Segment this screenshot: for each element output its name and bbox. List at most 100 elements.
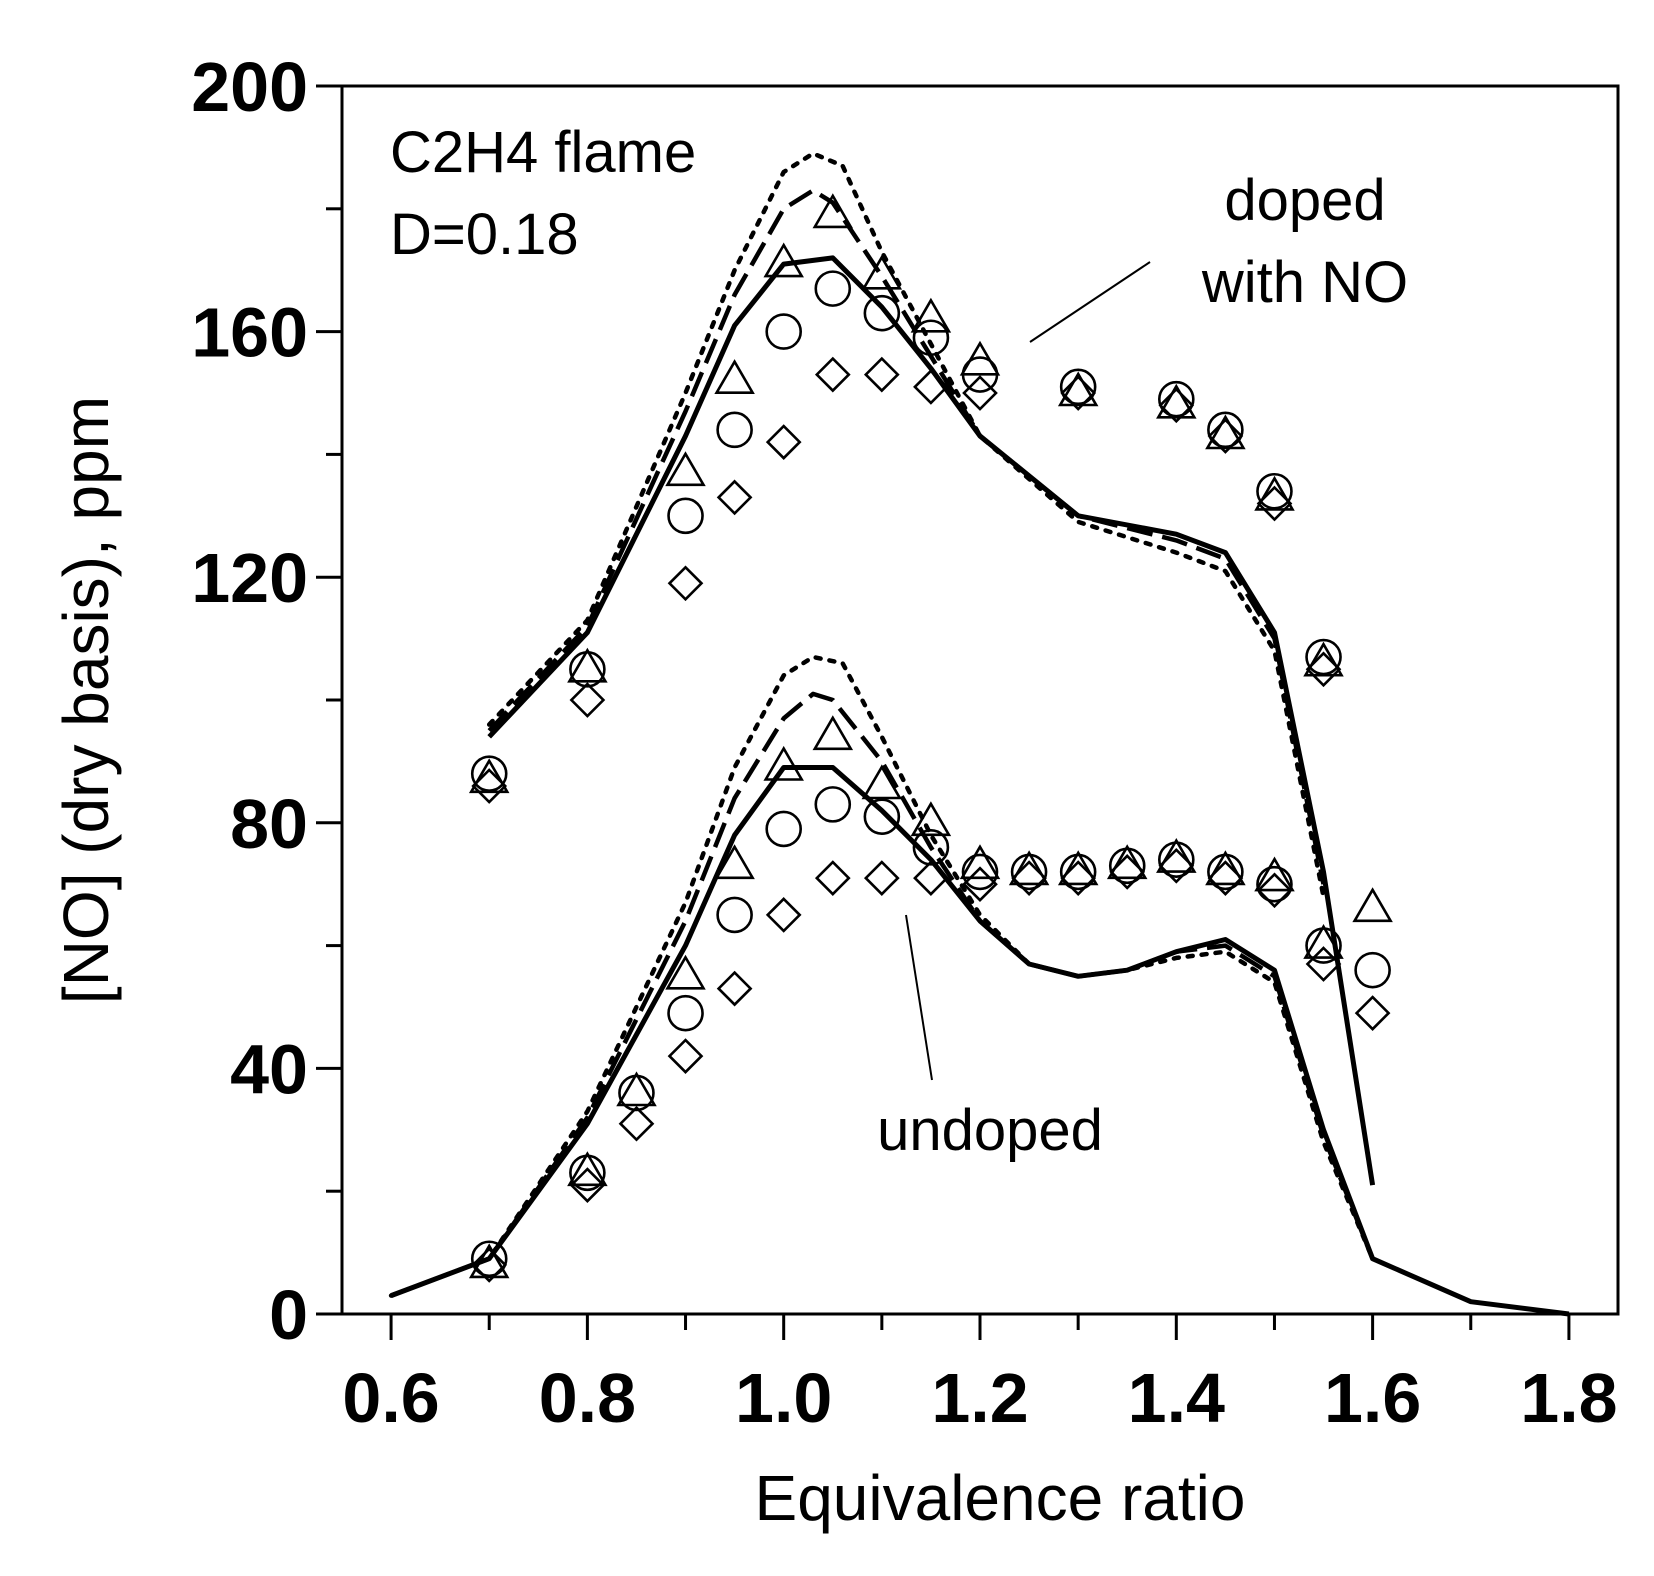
annotation-flame-label-line2: D=0.18 bbox=[390, 202, 579, 267]
data-point-undoped-triangle bbox=[1303, 924, 1344, 959]
data-point-doped-diamond bbox=[471, 768, 508, 804]
data-point-undoped-diamond bbox=[962, 866, 998, 903]
data-point-undoped-circle bbox=[1305, 927, 1342, 964]
data-point-undoped-diamond bbox=[1354, 995, 1391, 1031]
data-point-doped-diamond bbox=[1207, 418, 1244, 454]
data-point-doped-diamond bbox=[863, 356, 900, 393]
data-point-doped-circle bbox=[1158, 380, 1195, 418]
data-point-undoped-circle bbox=[618, 1074, 655, 1112]
data-point-undoped-diamond bbox=[471, 1247, 508, 1283]
data-point-undoped-triangle bbox=[1352, 887, 1393, 923]
annotation-doped-line1: doped bbox=[1224, 168, 1385, 233]
data-point-undoped-circle bbox=[1256, 865, 1293, 903]
model-curve-doped-solid bbox=[487, 255, 1376, 1186]
x-tick-label: 1.8 bbox=[1520, 1359, 1617, 1437]
annotation-undoped-leader-line bbox=[905, 914, 933, 1081]
data-point-undoped-triangle bbox=[1008, 850, 1050, 886]
data-point-undoped-triangle bbox=[665, 954, 706, 990]
data-point-doped-diamond bbox=[1305, 651, 1342, 688]
data-point-doped-circle bbox=[470, 755, 508, 792]
data-point-doped-circle bbox=[765, 313, 802, 350]
data-point-doped-circle bbox=[1207, 411, 1244, 449]
y-tick-label: 80 bbox=[230, 785, 308, 863]
data-point-undoped-triangle bbox=[910, 801, 952, 837]
data-point-doped-diamond bbox=[1158, 387, 1195, 424]
model-curve-doped-dashed bbox=[487, 188, 1326, 885]
data-point-undoped-diamond bbox=[1305, 946, 1342, 982]
data-point-undoped-circle bbox=[765, 810, 802, 848]
y-tick-label: 0 bbox=[269, 1276, 308, 1354]
data-point-undoped-circle bbox=[961, 853, 999, 891]
data-point-doped-circle bbox=[961, 356, 999, 393]
data-point-undoped-diamond bbox=[618, 1105, 655, 1142]
data-point-undoped-diamond bbox=[1207, 860, 1244, 896]
data-point-doped-circle bbox=[912, 319, 950, 357]
data-point-doped-diamond bbox=[569, 682, 606, 718]
annotation-doped-leader-line bbox=[1029, 261, 1151, 343]
data-point-undoped-triangle bbox=[714, 844, 755, 880]
data-point-doped-diamond bbox=[667, 565, 704, 602]
data-point-doped-diamond bbox=[1256, 485, 1293, 522]
data-point-undoped-circle bbox=[1207, 853, 1244, 891]
data-point-undoped-circle bbox=[863, 798, 901, 835]
data-point-doped-diamond bbox=[814, 356, 851, 393]
data-point-undoped-triangle bbox=[1106, 844, 1148, 880]
y-tick-label: 200 bbox=[191, 48, 308, 126]
data-point-undoped-triangle bbox=[616, 1071, 657, 1107]
data-point-doped-triangle bbox=[763, 242, 804, 278]
data-point-doped-triangle bbox=[714, 359, 755, 395]
data-point-doped-diamond bbox=[962, 375, 998, 411]
data-point-undoped-diamond bbox=[863, 860, 900, 896]
data-point-doped-triangle bbox=[812, 193, 854, 229]
x-tick-label: 0.6 bbox=[342, 1359, 439, 1437]
data-point-doped-triangle bbox=[665, 451, 706, 487]
data-point-undoped-diamond bbox=[814, 860, 851, 896]
data-point-doped-triangle bbox=[567, 647, 608, 683]
data-point-doped-circle bbox=[667, 497, 704, 535]
data-point-doped-circle bbox=[1256, 472, 1293, 510]
measured-points bbox=[468, 193, 1393, 1283]
data-point-undoped-diamond bbox=[716, 970, 753, 1007]
data-point-doped-diamond bbox=[716, 479, 753, 516]
data-point-doped-circle bbox=[1305, 638, 1342, 676]
data-point-undoped-diamond bbox=[1109, 854, 1146, 890]
annotation-undoped: undoped bbox=[877, 1098, 1103, 1163]
data-point-undoped-diamond bbox=[1011, 860, 1047, 896]
data-point-undoped-diamond bbox=[913, 860, 949, 896]
data-point-undoped-diamond bbox=[569, 1167, 606, 1203]
data-point-undoped-circle bbox=[1158, 841, 1195, 878]
data-point-undoped-circle bbox=[814, 786, 852, 823]
data-point-undoped-circle bbox=[667, 994, 704, 1032]
data-point-doped-diamond bbox=[1060, 375, 1097, 411]
data-point-doped-diamond bbox=[765, 424, 802, 460]
model-curve-doped-dotted bbox=[486, 151, 1326, 899]
data-point-undoped-circle bbox=[1010, 853, 1048, 891]
x-axis-title: Equivalence ratio bbox=[755, 1462, 1246, 1534]
data-point-undoped-diamond bbox=[667, 1038, 704, 1074]
annotation-doped-line2: with NO bbox=[1201, 250, 1408, 315]
data-point-doped-triangle bbox=[910, 297, 952, 333]
data-point-undoped-circle bbox=[1354, 951, 1391, 989]
data-point-undoped-triangle bbox=[763, 745, 804, 781]
data-point-undoped-circle bbox=[1059, 853, 1097, 891]
x-tick-label: 1.6 bbox=[1324, 1359, 1421, 1437]
y-axis-title: [NO] (dry basis), ppm bbox=[50, 396, 122, 1004]
data-point-doped-circle bbox=[863, 294, 901, 332]
x-tick-label: 1.2 bbox=[931, 1359, 1028, 1437]
data-point-doped-circle bbox=[569, 650, 606, 688]
x-tick-label: 1.0 bbox=[735, 1359, 832, 1437]
data-point-doped-circle bbox=[814, 270, 852, 307]
data-point-undoped-circle bbox=[470, 1240, 508, 1278]
data-point-undoped-triangle bbox=[1254, 856, 1295, 892]
data-point-doped-circle bbox=[716, 411, 753, 449]
x-tick-label: 0.8 bbox=[539, 1359, 636, 1437]
data-point-undoped-triangle bbox=[1156, 838, 1197, 873]
data-point-undoped-diamond bbox=[1158, 847, 1195, 884]
data-point-doped-circle bbox=[1059, 368, 1097, 406]
data-point-undoped-triangle bbox=[567, 1151, 608, 1187]
annotation-flame-label-line1: C2H4 flame bbox=[390, 120, 696, 185]
x-tick-label: 1.4 bbox=[1128, 1359, 1225, 1437]
data-point-undoped-circle bbox=[569, 1154, 606, 1192]
y-tick-label: 160 bbox=[191, 294, 308, 372]
